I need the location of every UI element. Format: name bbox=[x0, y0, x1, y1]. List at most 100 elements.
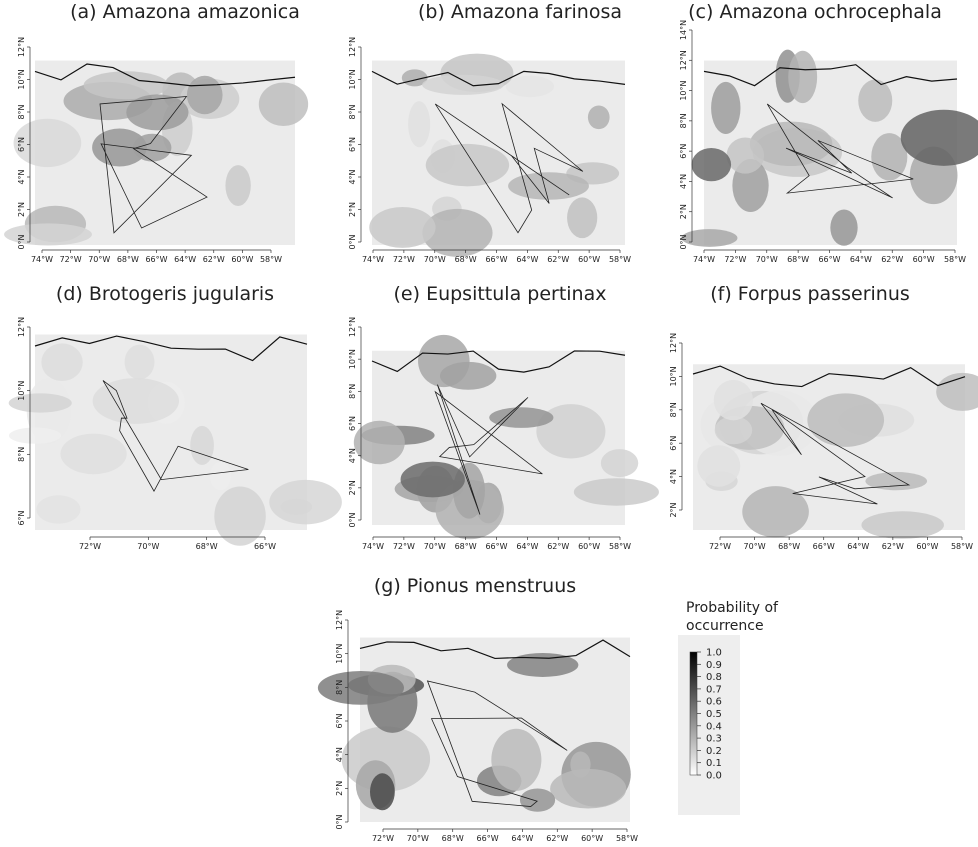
panel-title: (a) Amazona amazonica bbox=[70, 1, 300, 23]
map-blob bbox=[408, 101, 430, 147]
x-tick-label: 64°W bbox=[516, 255, 538, 264]
panel-title: (b) Amazona farinosa bbox=[418, 1, 622, 23]
x-tick-label: 70°W bbox=[137, 542, 159, 551]
y-tick-label: 10°N bbox=[679, 80, 688, 100]
legend-tick-label: 1.0 bbox=[706, 648, 722, 659]
legend-tick-label: 0.3 bbox=[706, 734, 722, 745]
map-blob bbox=[9, 428, 61, 444]
y-tick-label: 12°N bbox=[17, 317, 26, 337]
map-blob bbox=[41, 343, 82, 381]
x-tick-label: 64°W bbox=[850, 255, 872, 264]
x-tick-label: 74°W bbox=[362, 542, 384, 551]
y-tick-label: 4°N bbox=[17, 169, 26, 184]
map-panel: (b) Amazona farinosa 74°W 72°W 70°W 68°W 66°W… bbox=[348, 1, 631, 264]
y-tick-label: 14°N bbox=[679, 20, 688, 40]
map-blob bbox=[858, 79, 892, 121]
y-tick-label: 0°N bbox=[348, 512, 357, 527]
y-tick-label: 8°N bbox=[348, 384, 357, 399]
map-blob bbox=[508, 172, 589, 199]
map-blob bbox=[210, 462, 231, 490]
x-tick-label: 58°W bbox=[616, 834, 638, 843]
x-tick-label: 64°W bbox=[516, 542, 538, 551]
y-tick-label: 10°N bbox=[669, 366, 678, 386]
x-tick-label: 74°W bbox=[362, 255, 384, 264]
panel-title: (e) Eupsittula pertinax bbox=[394, 283, 607, 305]
y-tick-label: 2°N bbox=[679, 204, 688, 219]
map-blob bbox=[550, 769, 626, 809]
legend-tick-label: 0.9 bbox=[706, 660, 722, 671]
x-tick-label: 70°W bbox=[756, 255, 778, 264]
map-blob bbox=[726, 138, 764, 174]
panel-title: (g) Pionus menstruus bbox=[374, 575, 576, 597]
x-tick-label: 72°W bbox=[709, 542, 731, 551]
panel-title: (d) Brotogeris jugularis bbox=[56, 283, 274, 305]
legend-tick-label: 0.1 bbox=[706, 758, 722, 769]
y-tick-label: 10°N bbox=[348, 69, 357, 89]
x-tick-label: 68°W bbox=[117, 255, 139, 264]
x-tick-label: 72°W bbox=[724, 255, 746, 264]
map-blob bbox=[491, 729, 541, 791]
x-tick-label: 72°W bbox=[79, 542, 101, 551]
x-tick-label: 74°W bbox=[693, 255, 715, 264]
x-tick-label: 68°W bbox=[442, 834, 464, 843]
y-tick-label: 10°N bbox=[348, 349, 357, 369]
y-tick-label: 4°N bbox=[348, 448, 357, 463]
map-blob bbox=[715, 416, 753, 444]
map-blob bbox=[133, 134, 171, 162]
map-blob bbox=[807, 393, 884, 447]
y-tick-label: 10°N bbox=[335, 644, 344, 664]
x-tick-label: 70°W bbox=[407, 834, 429, 843]
map-blob bbox=[506, 76, 554, 97]
legend-tick-label: 0.7 bbox=[706, 684, 722, 695]
x-tick-label: 70°W bbox=[424, 255, 446, 264]
x-tick-label: 66°W bbox=[145, 255, 167, 264]
y-tick-label: 2°N bbox=[17, 202, 26, 217]
x-tick-label: 62°W bbox=[546, 834, 568, 843]
map-blob bbox=[489, 407, 553, 428]
panel-title: (c) Amazona ochrocephala bbox=[688, 1, 942, 23]
y-tick-label: 10°N bbox=[17, 381, 26, 401]
y-tick-label: 12°N bbox=[669, 333, 678, 353]
x-tick-label: 70°W bbox=[424, 542, 446, 551]
map-blob bbox=[60, 434, 126, 475]
y-tick-label: 12°N bbox=[335, 610, 344, 630]
x-tick-label: 70°W bbox=[744, 542, 766, 551]
y-tick-label: 6°N bbox=[679, 144, 688, 159]
x-tick-label: 72°W bbox=[393, 255, 415, 264]
map-blob bbox=[225, 165, 250, 206]
map-blob bbox=[861, 511, 944, 538]
x-tick-label: 60°W bbox=[231, 255, 253, 264]
x-tick-label: 68°W bbox=[455, 255, 477, 264]
x-tick-label: 60°W bbox=[578, 255, 600, 264]
map-blob bbox=[269, 480, 342, 525]
map-blob bbox=[697, 445, 740, 487]
legend-tick-label: 0.0 bbox=[706, 771, 722, 782]
map-blob bbox=[520, 788, 555, 811]
map-blob bbox=[788, 51, 817, 103]
map-blob bbox=[570, 751, 590, 777]
legend-title: occurrence bbox=[686, 618, 764, 634]
x-tick-label: 66°W bbox=[485, 255, 507, 264]
map-blob bbox=[318, 671, 404, 705]
map-blob bbox=[370, 773, 395, 810]
map-blob bbox=[601, 449, 638, 477]
legend-title: Probability of bbox=[686, 600, 779, 616]
x-tick-label: 66°W bbox=[818, 255, 840, 264]
y-tick-label: 0°N bbox=[348, 234, 357, 249]
figure-canvas: Probability of occurrence 1.00.90.80.70.… bbox=[0, 0, 978, 847]
y-tick-label: 6°N bbox=[348, 137, 357, 152]
map-blob bbox=[742, 486, 809, 537]
x-tick-label: 66°W bbox=[485, 542, 507, 551]
x-tick-label: 72°W bbox=[60, 255, 82, 264]
y-tick-label: 0°N bbox=[679, 234, 688, 249]
y-tick-label: 8°N bbox=[17, 447, 26, 462]
figure: Probability of occurrence 1.00.90.80.70.… bbox=[0, 0, 978, 847]
legend-tick-label: 0.2 bbox=[706, 746, 722, 757]
y-tick-label: 10°N bbox=[17, 69, 26, 89]
map-blob bbox=[369, 207, 435, 248]
x-tick-label: 62°W bbox=[203, 255, 225, 264]
y-tick-label: 6°N bbox=[669, 436, 678, 451]
color-bar bbox=[690, 652, 697, 775]
